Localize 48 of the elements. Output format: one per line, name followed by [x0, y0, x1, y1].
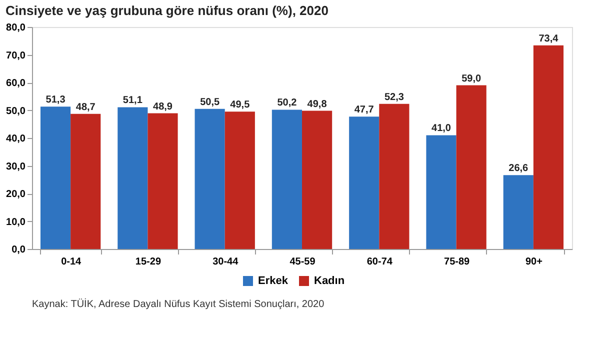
x-tick-label: 75-89 [444, 256, 470, 268]
bar [40, 106, 71, 249]
bar [194, 108, 225, 249]
bar [503, 175, 534, 249]
data-label: 52,3 [384, 92, 404, 103]
y-tick-label: 70,0 [6, 50, 26, 62]
data-label: 48,7 [76, 102, 96, 113]
y-tick-label: 60,0 [6, 78, 26, 89]
data-label: 49,8 [307, 98, 328, 110]
data-label: 26,6 [508, 163, 529, 174]
bar [224, 112, 255, 249]
data-label: 73,4 [538, 33, 559, 44]
data-label: 47,7 [354, 104, 374, 116]
data-label: 51,1 [122, 95, 143, 106]
bar [148, 113, 178, 249]
chart-title: Cinsiyete ve yaş grubuna göre nüfus oranı (%), 2020 [6, 3, 328, 18]
data-label: 59,0 [462, 73, 482, 84]
bar [379, 104, 410, 249]
y-tick-label: 10,0 [6, 216, 26, 228]
legend-label: Kadın [314, 275, 345, 287]
x-tick-label: 45-59 [290, 256, 316, 268]
bar [302, 110, 332, 249]
x-tick-label: 90+ [525, 256, 543, 268]
x-tick-label: 0-14 [61, 256, 82, 268]
bar [272, 110, 302, 249]
y-tick-label: 30,0 [6, 161, 26, 172]
data-label: 51,3 [46, 94, 66, 106]
y-tick-label: 0,0 [12, 244, 26, 256]
bar [456, 85, 486, 249]
bar [533, 45, 564, 249]
data-label: 50,5 [200, 96, 220, 108]
y-tick-label: 20,0 [6, 189, 26, 200]
data-label: 50,2 [277, 98, 298, 109]
x-tick-label: 60-74 [366, 256, 393, 268]
data-label: 49,5 [230, 100, 250, 111]
y-tick-label: 80,0 [6, 22, 26, 34]
y-tick-label: 40,0 [6, 134, 26, 144]
bar [118, 107, 148, 249]
x-tick-label: 15-29 [135, 256, 162, 268]
y-tick-label: 50,0 [6, 106, 26, 117]
bar [426, 135, 456, 249]
data-label: 48,9 [153, 101, 173, 112]
bar [349, 116, 380, 249]
legend-label: Erkek [258, 275, 289, 287]
text: Kaynak: TÜİK, Adrese Dayalı Nüfus Kayıt Sistemi Sonuçları, 2020 [32, 298, 325, 310]
data-label: 41,0 [432, 123, 452, 134]
bar [70, 114, 101, 249]
x-tick-label: 30-44 [212, 256, 239, 268]
